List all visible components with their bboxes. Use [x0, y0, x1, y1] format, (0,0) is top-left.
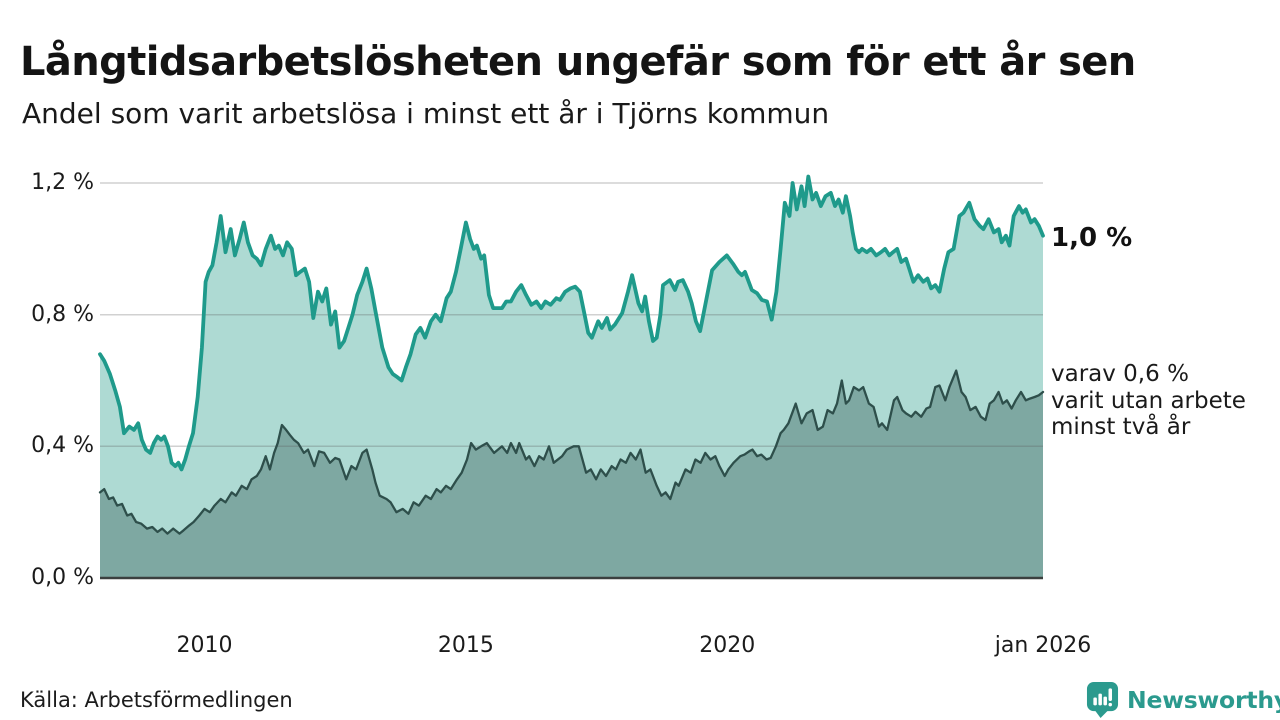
- y-tick-label: 0,8 %: [31, 301, 94, 327]
- x-tick-label: jan 2026: [994, 633, 1092, 658]
- series-area-1: [100, 370, 1043, 578]
- series-line-1: [98, 369, 1045, 535]
- source-caption: Källa: Arbetsförmedlingen: [20, 688, 293, 712]
- page-title: Långtidsarbetslösheten ungefär som för e…: [20, 38, 1136, 85]
- newsworthy-logo: Newsworthy: [1086, 681, 1280, 718]
- chart-subtitle: Andel som varit arbetslösa i minst ett å…: [22, 97, 830, 130]
- x-tick-label: 2010: [176, 633, 233, 658]
- secondary-callout-line: varav 0,6 %: [1051, 361, 1189, 387]
- y-tick-label: 0,0 %: [31, 565, 94, 590]
- newsworthy-logo-icon: [1086, 682, 1119, 718]
- secondary-callout-line: varit utan arbete: [1051, 387, 1246, 414]
- series-line-0: [98, 174, 1045, 472]
- latest-value-callout: 1,0 %: [1051, 223, 1133, 253]
- x-tick-label: 2020: [699, 633, 756, 658]
- secondary-callout-line: minst två år: [1051, 414, 1191, 440]
- y-tick-label: 1,2 %: [31, 170, 94, 196]
- newsworthy-wordmark: Newsworthy: [1127, 685, 1280, 714]
- y-tick-label: 0,4 %: [31, 433, 94, 459]
- x-tick-label: 2015: [437, 633, 494, 658]
- secondary-series-callout: varav 0,6 % varit utan arbete minst två …: [1051, 361, 1246, 441]
